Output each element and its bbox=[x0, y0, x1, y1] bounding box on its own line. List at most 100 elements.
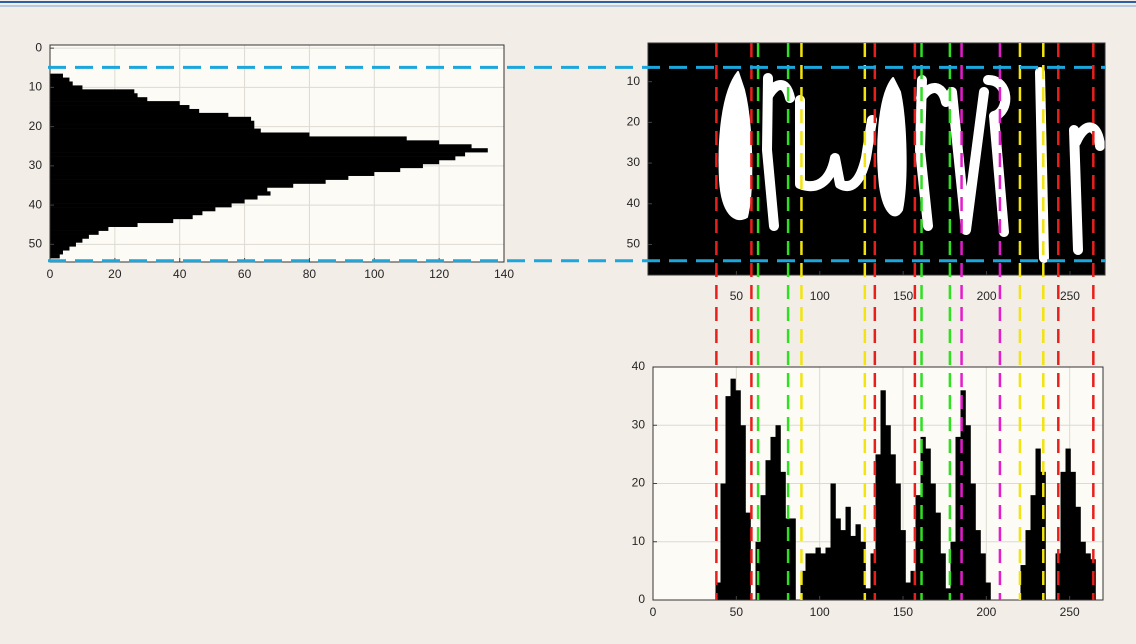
bar bbox=[966, 425, 971, 600]
bar bbox=[771, 437, 776, 600]
bar bbox=[50, 113, 228, 117]
bar bbox=[50, 168, 400, 172]
bar bbox=[50, 129, 261, 133]
y-tick-label: 30 bbox=[627, 155, 641, 169]
bar bbox=[1031, 495, 1036, 600]
bar bbox=[1061, 472, 1066, 600]
y-tick-label: 10 bbox=[627, 74, 641, 88]
bar bbox=[50, 184, 293, 188]
y-tick-label: 0 bbox=[638, 592, 645, 606]
bar bbox=[891, 454, 896, 600]
bar bbox=[50, 191, 271, 195]
bar bbox=[856, 524, 861, 600]
x-tick-label: 200 bbox=[977, 289, 997, 303]
bar bbox=[50, 238, 82, 242]
bar bbox=[1086, 553, 1091, 600]
x-tick-label: 100 bbox=[810, 289, 830, 303]
bar bbox=[50, 85, 82, 89]
y-tick-label: 50 bbox=[627, 237, 641, 251]
bar bbox=[776, 425, 781, 600]
bar bbox=[836, 518, 841, 600]
bar bbox=[981, 553, 986, 600]
bar bbox=[876, 454, 881, 600]
x-tick-label: 140 bbox=[494, 267, 514, 281]
bar bbox=[761, 495, 766, 600]
bar bbox=[50, 89, 134, 93]
y-tick-label: 40 bbox=[29, 197, 43, 211]
y-tick-label: 30 bbox=[29, 158, 43, 172]
bar bbox=[816, 548, 821, 600]
bar bbox=[736, 390, 741, 600]
bar bbox=[901, 530, 906, 600]
bar bbox=[50, 164, 423, 168]
bar bbox=[806, 553, 811, 600]
y-tick-label: 40 bbox=[627, 196, 641, 210]
bar bbox=[50, 172, 374, 176]
bar bbox=[811, 553, 816, 600]
x-tick-label: 50 bbox=[730, 605, 744, 619]
bar bbox=[956, 437, 961, 600]
bar bbox=[846, 507, 851, 600]
x-tick-label: 80 bbox=[303, 267, 317, 281]
bar bbox=[50, 97, 147, 101]
bar bbox=[50, 152, 465, 156]
bar bbox=[1081, 542, 1086, 600]
bar bbox=[831, 484, 836, 601]
bar bbox=[866, 588, 871, 600]
bar bbox=[741, 425, 746, 600]
bar bbox=[1021, 565, 1026, 600]
bar bbox=[50, 180, 326, 184]
y-tick-label: 10 bbox=[632, 534, 646, 548]
x-tick-label: 20 bbox=[108, 267, 122, 281]
bar bbox=[906, 583, 911, 600]
bar bbox=[50, 246, 69, 250]
bar bbox=[50, 81, 73, 85]
bar bbox=[746, 513, 751, 600]
bar bbox=[50, 207, 215, 211]
x-tick-label: 0 bbox=[650, 605, 657, 619]
bar bbox=[50, 144, 472, 148]
bar bbox=[50, 223, 138, 227]
bar bbox=[50, 101, 180, 105]
bar bbox=[731, 379, 736, 600]
bar bbox=[851, 536, 856, 600]
bar bbox=[50, 215, 193, 219]
bar bbox=[931, 484, 936, 601]
x-tick-label: 120 bbox=[429, 267, 449, 281]
x-tick-label: 100 bbox=[810, 605, 830, 619]
bar bbox=[50, 203, 232, 207]
bar bbox=[50, 254, 60, 258]
bar bbox=[50, 187, 267, 191]
bar bbox=[50, 121, 254, 125]
y-tick-label: 30 bbox=[632, 417, 646, 431]
bar bbox=[1036, 449, 1041, 600]
x-tick-label: 150 bbox=[893, 289, 913, 303]
bar bbox=[50, 195, 258, 199]
x-tick-label: 250 bbox=[1060, 605, 1080, 619]
bar bbox=[50, 148, 488, 152]
y-tick-label: 40 bbox=[632, 359, 646, 373]
x-tick-label: 40 bbox=[173, 267, 187, 281]
bar bbox=[936, 513, 941, 600]
bar bbox=[50, 231, 99, 235]
bar bbox=[841, 530, 846, 600]
bar bbox=[916, 495, 921, 600]
bar bbox=[821, 553, 826, 600]
bar bbox=[50, 227, 108, 231]
bar bbox=[1026, 530, 1031, 600]
y-tick-label: 50 bbox=[29, 237, 43, 251]
x-tick-label: 100 bbox=[364, 267, 384, 281]
bar bbox=[50, 219, 173, 223]
y-tick-label: 20 bbox=[632, 476, 646, 490]
y-tick-label: 20 bbox=[29, 119, 43, 133]
x-tick-label: 150 bbox=[893, 605, 913, 619]
bar bbox=[50, 199, 245, 203]
bar bbox=[50, 74, 63, 78]
bar bbox=[976, 530, 981, 600]
bar bbox=[1066, 449, 1071, 600]
bar bbox=[50, 93, 138, 97]
bar bbox=[50, 125, 254, 129]
page: {"chart_data": [ {"type": "hbar", "color… bbox=[0, 0, 1136, 644]
y-tick-label: 20 bbox=[627, 115, 641, 129]
bar bbox=[886, 425, 891, 600]
